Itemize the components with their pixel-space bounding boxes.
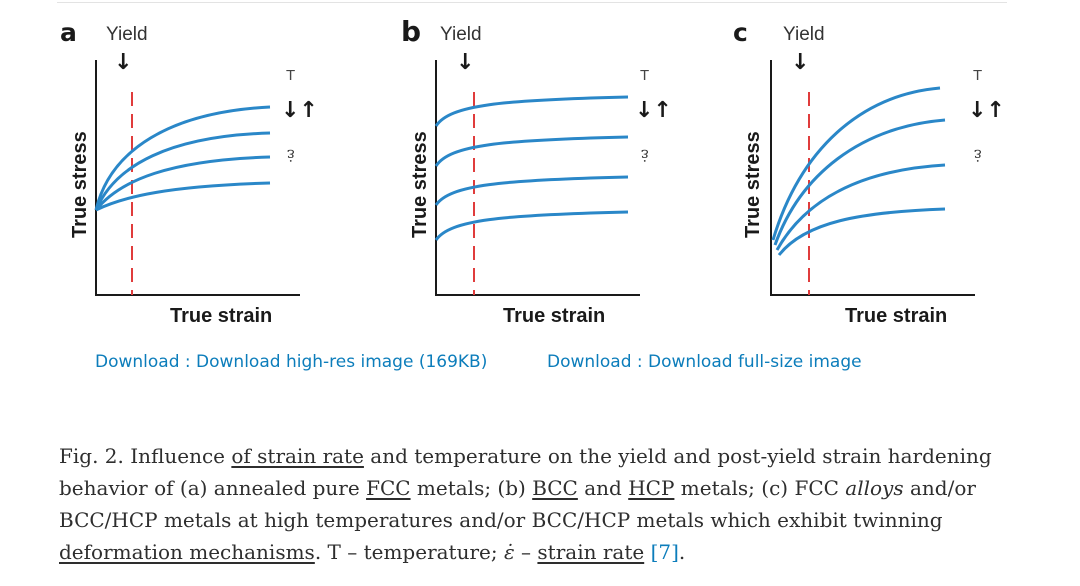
strain-rate-symbol: ε̇ [503, 540, 515, 564]
temperature-label: T [973, 67, 983, 84]
stress-curve-2 [94, 131, 271, 211]
caption-italic: alloys [845, 476, 904, 500]
stress-curve-4 [95, 181, 271, 212]
caption-text: . [678, 540, 686, 564]
top-divider [57, 2, 1007, 3]
stress-curve-1 [94, 105, 271, 211]
download-fullsize-link[interactable]: Download : Download full-size image [547, 352, 862, 372]
figure-caption: Fig. 2. Influence of strain rate and tem… [59, 440, 1019, 568]
panel-b-plot [434, 60, 640, 296]
temperature-label: T [286, 67, 296, 84]
up-down-arrows-icon: ↓↑ [968, 98, 1005, 123]
caption-text: – [514, 540, 538, 564]
yield-label: Yield [783, 24, 825, 45]
stress-curve-2 [434, 135, 629, 167]
x-axis-label: True strain [170, 305, 273, 327]
panel-letter: a [60, 18, 77, 47]
hcp-link[interactable]: HCP [628, 476, 675, 500]
caption-text: and [577, 476, 629, 500]
stress-curve-2 [773, 118, 946, 246]
up-down-arrows-icon: ↓↑ [281, 98, 318, 123]
stress-curve-1 [434, 95, 629, 127]
reference-link[interactable]: [7] [650, 540, 679, 564]
caption-text: metals; (b) [410, 476, 533, 500]
strain-rate-link[interactable]: of strain rate [231, 444, 364, 468]
stress-curve-3 [94, 155, 271, 211]
stress-curve-3 [434, 175, 629, 206]
bcc-link[interactable]: BCC [532, 476, 578, 500]
yield-arrow-icon: ↓ [456, 50, 475, 75]
caption-text: and/or BCC/HCP metals at high temperatur… [59, 476, 976, 532]
stress-curve-3 [775, 163, 946, 251]
x-axis-label: True strain [503, 305, 606, 327]
caption-text: and temperature on the yield and post-yi… [59, 444, 992, 500]
stress-curve-4 [777, 207, 946, 256]
download-highres-link[interactable]: Download : Download high-res image (169K… [95, 352, 488, 372]
yield-arrow-icon: ↓ [791, 50, 810, 75]
caption-text: metals; (c) FCC [674, 476, 846, 500]
stress-curve-4 [434, 210, 629, 241]
stress-curve-1 [771, 86, 941, 241]
panel-letter: c [733, 18, 748, 47]
caption-text: Fig. 2. Influence [59, 444, 232, 468]
fcc-link[interactable]: FCC [366, 476, 411, 500]
strain-rate-link-2[interactable]: strain rate [537, 540, 645, 564]
panel-letter: b [401, 15, 422, 48]
temperature-label: T [640, 67, 650, 84]
deformation-mechanisms-link[interactable]: deformation mechanisms [59, 540, 315, 564]
yield-arrow-icon: ↓ [114, 50, 133, 75]
panel-a-plot [94, 60, 300, 296]
caption-text: . T – temperature; [314, 540, 504, 564]
up-down-arrows-icon: ↓↑ [635, 98, 672, 123]
yield-label: Yield [106, 24, 148, 45]
panel-c-plot [770, 60, 975, 296]
yield-label: Yield [440, 24, 482, 45]
figure-2: a Yield ↓ T ↓↑ ε̇ True stress True strai… [60, 15, 1005, 327]
x-axis-label: True strain [845, 305, 948, 327]
